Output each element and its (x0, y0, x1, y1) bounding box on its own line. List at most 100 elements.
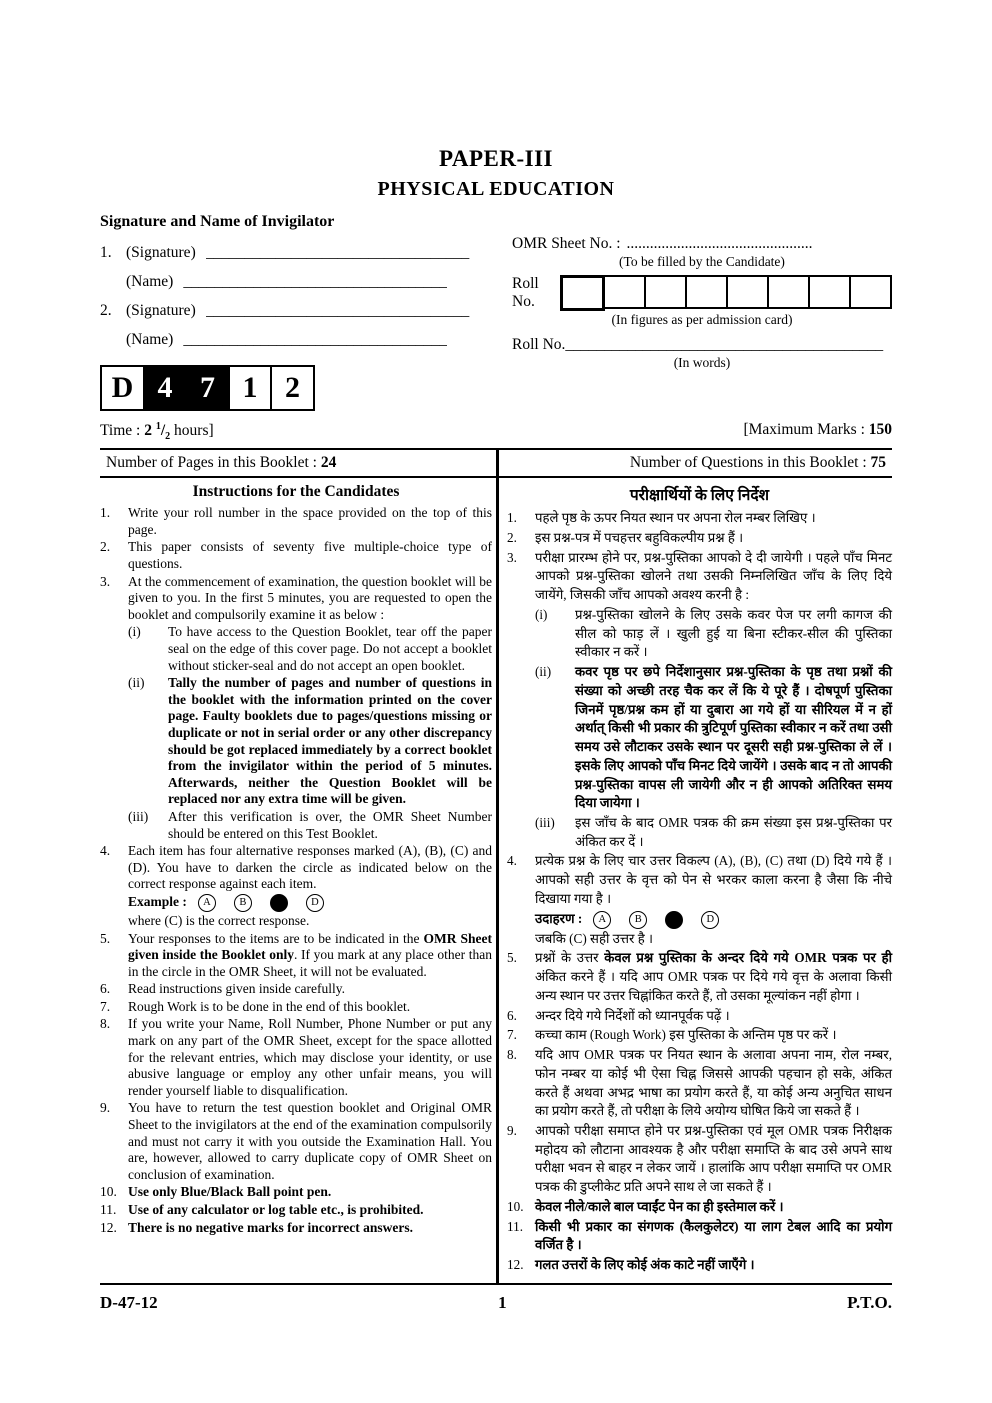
maximum-marks: [Maximum Marks : 150 (743, 421, 892, 438)
instruction-item: 8. If you write your Name, Roll Number, P… (100, 1016, 492, 1098)
blank-line: __________________________________ (183, 331, 447, 348)
blank-line: __________________________________ (183, 273, 447, 290)
instruction-item: 11. किसी भी प्रकार का संगणक (कैलकुलेटर) य… (507, 1218, 892, 1253)
booklet-code: D-47-12 (100, 1292, 158, 1312)
example-label: उदाहरण : (535, 910, 583, 926)
page-footer: D-47-12 1 P.T.O. (100, 1293, 892, 1313)
instruction-item: 7. कच्चा काम (Rough Work) इस पुस्तिका के … (507, 1027, 837, 1043)
instruction-item: 9. आपको परीक्षा समाप्त होने पर प्रश्न-पुस… (507, 1122, 892, 1195)
answer-circle-B: B (233, 893, 252, 912)
roll-number-words-row: Roll No. _______________________________… (512, 336, 892, 354)
omr-sheet-note: (To be filled by the Candidate) (619, 254, 785, 269)
instruction-item: 4. Each item has four alternative respons… (100, 843, 492, 892)
instruction-continuation: जबकि (C) सही उत्तर है । (535, 930, 653, 946)
instruction-item: 8. यदि आप OMR पत्रक पर नियत स्थान के अलाव… (507, 1047, 892, 1119)
pto-label: P.T.O. (847, 1292, 892, 1312)
pages-count-cell: Number of Pages in this Booklet : 24 (100, 450, 496, 479)
signature-column: 1. (Signature) ___________________________… (100, 233, 496, 411)
blank-line: __________________________________ (205, 302, 470, 319)
subject-title: PHYSICAL EDUCATION (377, 178, 615, 200)
instruction-item: (ii) Tally the number of pages and number… (128, 675, 492, 807)
code-cell: 1 (227, 365, 273, 411)
filled-answer-circle (665, 910, 684, 929)
instruction-item: 6. अन्दर दिये गये निर्देशों को ध्यानपूर्व… (507, 1007, 730, 1023)
roll-digit-box (849, 275, 892, 309)
code-cell: 2 (270, 365, 315, 411)
code-cell: D (100, 365, 145, 411)
instruction-item: 5. प्रश्नों के उत्तर केवल प्रश्न पुस्तिका… (507, 950, 892, 1003)
answer-circle-D: D (701, 910, 720, 929)
instruction-item: (ii) कवर पृष्ठ पर छपे निर्देशानुसार प्रश्… (535, 664, 892, 811)
instruction-item: 12. गलत उत्तरों के लिए कोई अंक काटे नहीं … (507, 1257, 755, 1273)
hindi-instructions-column: परीक्षार्थियों के लिए निर्देश 1. पहले पृष… (496, 478, 892, 1283)
page-number: 1 (498, 1292, 507, 1312)
roll-number-row: Roll No. (512, 275, 892, 311)
instruction-item: (i) To have access to the Question Bookle… (128, 624, 492, 673)
omr-column: OMR Sheet No. : ........................… (496, 233, 892, 411)
english-instructions-list: 1. Write your roll number in the space pr… (100, 505, 492, 1236)
instruction-item: 3. परीक्षा प्रारम्भ होने पर, प्रश्न-पुस्त… (507, 549, 892, 603)
instruction-item: 5. Your responses to the items are to be … (100, 930, 492, 979)
roll-number-words-label: Roll No. (512, 336, 566, 353)
blank-line: __________________________________ (205, 244, 470, 261)
questions-count-cell: Number of Questions in this Booklet : 75 (496, 450, 892, 479)
omr-sheet-row: OMR Sheet No. : ........................… (512, 235, 892, 253)
instruction-item: (i) प्रश्न-पुस्तिका खोलने के लिए उसके कवर… (535, 606, 892, 660)
english-instructions-heading: Instructions for the Candidates (192, 483, 400, 501)
instruction-item: 2. This paper consists of seventy five mu… (100, 539, 492, 572)
roll-number-words-line: ________________________________________… (565, 336, 884, 353)
omr-sheet-label: OMR Sheet No. : (512, 235, 621, 252)
roll-number-words-note: (In words) (673, 355, 731, 370)
answer-circle-A: A (593, 910, 612, 929)
instruction-item: 6. Read instructions given inside careful… (100, 981, 345, 997)
instruction-item: 11. Use of any calculator or log table et… (100, 1202, 424, 1217)
filled-answer-circle (269, 893, 288, 912)
invigilator-heading: Signature and Name of Invigilator (100, 213, 335, 230)
roll-digit-box (808, 275, 851, 309)
header-columns: 1. (Signature) ___________________________… (100, 233, 892, 411)
instruction-item: 10. Use only Blue/Black Ball point pen. (100, 1184, 332, 1200)
roll-digit-box (603, 275, 646, 309)
english-instructions-column: Instructions for the Candidates 1. Write … (100, 478, 496, 1283)
instruction-item: 7. Rough Work is to be done in the end of… (100, 998, 411, 1014)
instruction-item: 1. Write your roll number in the space pr… (100, 505, 492, 537)
roll-digit-box (726, 275, 769, 309)
roll-digit-box (560, 275, 605, 311)
paper-number-title: PAPER-III (439, 146, 553, 171)
signature-row: 2. (Signature) ___________________________… (100, 302, 484, 320)
roll-number-note: (In figures as per admission card) (611, 312, 793, 327)
signature-row: (Name) __________________________________ (100, 331, 484, 349)
instruction-continuation: where (C) is the correct response. (128, 912, 310, 928)
instruction-item: (iii) इस जाँच के बाद OMR पत्रक की क्रम सं… (535, 815, 892, 849)
instruction-item: 1. पहले पृष्ठ के ऊपर नियत स्थान पर अपना र… (507, 510, 816, 526)
instruction-item: 4. प्रत्येक प्रश्न के लिए चार उत्तर विकल्… (507, 853, 892, 906)
hindi-instructions-heading: परीक्षार्थियों के लिए निर्देश (629, 487, 770, 505)
example-label: Example : (128, 894, 187, 909)
answer-circle-D: D (305, 893, 324, 912)
instruction-item: 12. There is no negative marks for incorr… (100, 1219, 413, 1235)
instruction-item: 9. You have to return the test question b… (100, 1100, 492, 1182)
answer-circle-B: B (629, 910, 648, 929)
signature-rows: 1. (Signature) ___________________________… (100, 244, 484, 349)
roll-digit-box (644, 275, 687, 309)
instructions-table: Number of Pages in this Booklet : 24 Num… (100, 448, 892, 1285)
instruction-item: 3. At the commencement of examination, th… (100, 573, 492, 622)
code-cell: 7 (185, 365, 230, 411)
time-allowed: Time : 2 1/2 hours] (100, 421, 214, 443)
roll-number-boxes (560, 275, 892, 311)
omr-sheet-dotted-line: ........................................… (626, 235, 813, 252)
hindi-instructions-list: 1. पहले पृष्ठ के ऊपर नियत स्थान पर अपना र… (507, 509, 892, 1275)
instruction-item: 10. केवल नीले/काले बाल प्वाईंट पेन का ही … (507, 1198, 784, 1214)
signature-row: (Name) __________________________________ (100, 273, 484, 291)
instruction-item: 2. इस प्रश्न-पत्र में पचहत्तर बहुविकल्पीय… (507, 529, 744, 545)
answer-circle-A: A (197, 893, 216, 912)
code-cell: 4 (142, 365, 188, 411)
signature-row: 1. (Signature) ___________________________… (100, 244, 484, 262)
roll-digit-box (767, 275, 810, 309)
title-block: PAPER-III PHYSICAL EDUCATION (100, 146, 892, 201)
instruction-item: (iii) After this verification is over, th… (128, 808, 492, 841)
